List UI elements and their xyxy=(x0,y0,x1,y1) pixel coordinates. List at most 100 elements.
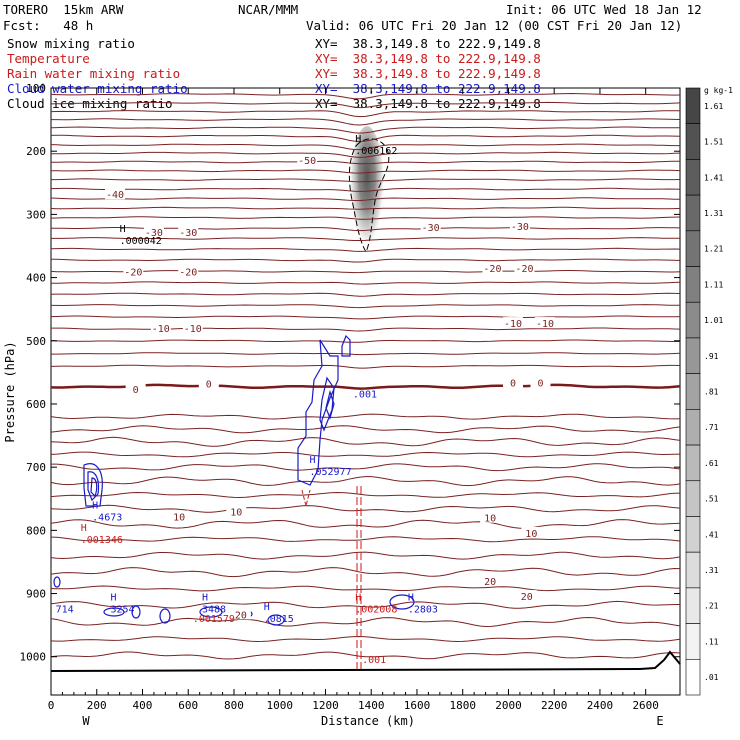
isotherm-label: -20 xyxy=(124,267,142,278)
x-tick-label: 2200 xyxy=(541,699,568,712)
colorbar-label: .01 xyxy=(704,673,719,682)
colorbar-cell xyxy=(685,87,701,125)
x-tick-label: 2600 xyxy=(632,699,659,712)
snow-shading xyxy=(349,126,385,270)
isotherm xyxy=(51,304,680,309)
colorbar-label: 1.11 xyxy=(704,280,723,289)
isotherm-label-bg xyxy=(143,226,164,238)
extremum-value: .002008 xyxy=(355,604,397,615)
isotherm xyxy=(51,327,681,332)
colorbar-cell xyxy=(685,194,701,232)
cloud-water-contour xyxy=(325,389,335,420)
center-title: NCAR/MMM xyxy=(238,2,299,17)
extremum-value: .052977 xyxy=(309,467,351,478)
field-name-rain: Rain water mixing ratio xyxy=(7,66,181,81)
isotherm xyxy=(51,169,681,174)
isotherm xyxy=(50,436,681,447)
forecast-hour: Fcst: 48 h xyxy=(3,18,94,33)
isotherm-label: 20 xyxy=(235,610,247,621)
colorbar-cell xyxy=(685,159,701,196)
y-tick-label: 800 xyxy=(26,524,46,537)
field-xy-temperature: XY= 38.3,149.8 to 222.9,149.8 xyxy=(315,51,541,66)
isotherm-label-bg xyxy=(123,265,144,277)
colorbar-cell xyxy=(685,373,701,410)
colorbar-cell xyxy=(685,587,701,624)
isotherm xyxy=(50,206,681,210)
x-tick-label: 200 xyxy=(87,699,107,712)
cloud-water-blob xyxy=(199,606,223,618)
y-tick-label: 1000 xyxy=(20,651,47,664)
isotherm-label-bg xyxy=(169,510,190,522)
isotherm-label: -20 xyxy=(179,267,197,278)
colorbar-label: .21 xyxy=(704,602,719,611)
isotherm xyxy=(50,600,680,609)
cloud-water-contour xyxy=(341,334,351,357)
isotherm xyxy=(50,134,681,143)
isotherm-label-bg xyxy=(503,376,524,388)
isotherm xyxy=(50,476,681,487)
cloud-water-contour xyxy=(297,339,339,486)
extremum-value: .4673 xyxy=(92,513,122,524)
isotherm-label-bg xyxy=(178,226,199,238)
model-title: TORERO 15km ARW xyxy=(3,2,124,17)
x-tick-label: 1200 xyxy=(312,699,339,712)
y-tick-label: 300 xyxy=(26,208,46,221)
colorbar-label: .41 xyxy=(704,530,719,539)
isotherm xyxy=(50,519,681,529)
extremum-marker: H xyxy=(408,592,414,603)
isotherm-label: -50 xyxy=(298,156,316,167)
colorbar-unit: g kg-1 xyxy=(704,86,733,95)
isotherm-label: -10 xyxy=(504,319,522,330)
isotherm xyxy=(50,247,681,252)
plot-frame xyxy=(50,87,681,696)
isotherm xyxy=(50,567,681,578)
extremum-value: .006162 xyxy=(355,146,397,157)
axes: 0 200 400 600 800 1000 1200 1400 1600 1800 2000 220… xyxy=(20,82,680,712)
isotherm xyxy=(50,585,681,592)
isotherm xyxy=(50,292,681,297)
extremum-value: .2803 xyxy=(408,604,438,615)
isotherm-label-bg xyxy=(535,317,556,329)
isotherm xyxy=(50,651,681,660)
isotherm-label-bg xyxy=(480,574,501,586)
extremum-value: 714 xyxy=(56,604,74,615)
extremum-value: .001346 xyxy=(81,535,123,546)
extremum-marker: H xyxy=(92,501,98,512)
extremum-value: .000042 xyxy=(120,236,162,247)
isotherm xyxy=(50,536,681,543)
colorbar-cell xyxy=(685,623,701,660)
cloud-water-blob xyxy=(267,614,285,626)
isotherm-label: 10 xyxy=(525,529,537,540)
extremum-marker: H xyxy=(355,592,361,603)
cloud-water-contour xyxy=(87,471,100,502)
isotherm-label: 10 xyxy=(173,512,185,523)
colorbar-label: 1.51 xyxy=(704,138,723,147)
x-tick-label: 400 xyxy=(133,699,153,712)
isotherm xyxy=(50,160,680,165)
isotherm-label-bg xyxy=(420,221,441,233)
rain-contour xyxy=(301,489,311,507)
temperature-contours xyxy=(50,92,681,660)
extremum-value: 3254 xyxy=(110,604,134,615)
x-tick-label: 2000 xyxy=(495,699,522,712)
isotherm-label: -20 xyxy=(483,264,501,275)
extremum-marker: H xyxy=(81,523,87,534)
cloud-water-contour xyxy=(90,477,98,498)
isotherm xyxy=(50,425,681,434)
isotherm xyxy=(50,616,681,628)
isotherm-label-bg xyxy=(514,262,535,274)
isotherm xyxy=(50,187,681,192)
colorbar: 1.61 1.51 1.41 1.31 1.21 1.11 1.01 .91 .81 .71 .61… xyxy=(685,87,723,696)
isotherm-label: -30 xyxy=(511,222,529,233)
isotherm-label-bg xyxy=(482,262,503,274)
isotherm-label: 20 xyxy=(521,592,533,603)
colorbar-cell xyxy=(685,551,701,589)
isotherm xyxy=(50,451,681,458)
extremum-marker: H xyxy=(264,602,270,613)
y-tick-label: 100 xyxy=(26,82,46,95)
isotherm xyxy=(50,413,681,420)
colorbar-cell xyxy=(685,480,701,517)
isotherm-label: 0 xyxy=(537,378,543,389)
colorbar-cell xyxy=(685,444,701,482)
